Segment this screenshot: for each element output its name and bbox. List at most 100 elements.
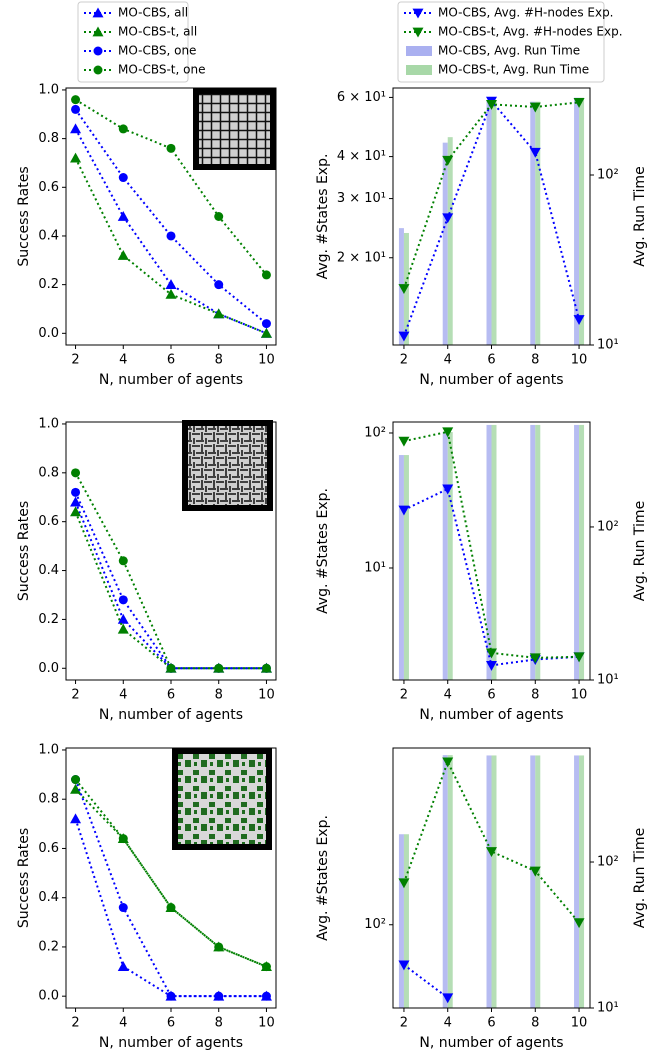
y-tick-label: 10² [364,425,386,440]
x-tick-label: 4 [444,1016,452,1031]
data-point [398,878,410,889]
data-point [486,847,497,858]
y-axis-label: Success Rates [16,166,32,266]
data-point [117,249,129,260]
y-axis-label: Avg. #States Exp. [315,154,331,280]
y-tick-label: 0.0 [38,661,59,676]
x-tick-label: 8 [215,353,223,368]
bar [447,137,453,345]
bar [579,755,585,1008]
y-tick-label: 0.8 [38,792,59,807]
data-point [529,866,541,877]
x-tick-label: 6 [167,1016,175,1031]
y-tick-label: 2 × 10¹ [337,250,386,265]
data-point [573,918,585,929]
bar [442,432,448,680]
bar [486,424,492,680]
y2-axis-label: Avg. Run Time [632,501,648,601]
x-tick-label: 2 [71,353,79,368]
y2-tick-label: 10² [597,168,619,183]
bar [535,424,541,680]
data-point [573,652,585,663]
bar [486,100,492,345]
data-point [70,813,82,824]
legend-box [397,1,605,83]
x-tick-label: 6 [487,1016,495,1031]
series-line [74,128,267,335]
x-tick-label: 4 [119,688,127,703]
bar [447,755,453,1008]
x-tick-label: 6 [167,353,175,368]
data-point [71,775,81,785]
y-tick-label: 0.6 [38,841,59,856]
series-line [74,788,267,968]
x-tick-label: 2 [400,353,408,368]
x-tick-label: 6 [487,353,495,368]
x-tick-label: 8 [215,688,223,703]
map-inset [172,748,272,850]
y2-tick-label: 10¹ [597,1001,619,1016]
data-point [165,279,177,290]
x-tick-label: 8 [531,353,539,368]
data-point [261,962,271,972]
legend-label: MO-CBS-t, one [118,63,205,77]
series-line [74,108,268,325]
data-point [261,991,271,1001]
legend-label: MO-CBS, Avg. Run Time [438,44,580,58]
x-tick-label: 10 [571,353,588,368]
y-tick-label: 0.4 [38,890,59,905]
data-point [118,124,128,134]
data-point [166,663,176,673]
y-tick-label: 4 × 10¹ [337,149,386,164]
y-tick-label: 0.2 [38,277,59,292]
data-point [486,660,497,671]
data-point [117,623,129,634]
y-tick-label: 0.0 [38,326,59,341]
data-point [118,556,128,566]
y-tick-label: 6 × 10¹ [337,90,386,105]
y2-tick-label: 10² [597,519,619,534]
legend-marker [93,46,103,56]
data-point [71,95,81,105]
legend-label: MO-CBS-t, Avg. Run Time [438,63,589,77]
x-tick-label: 8 [215,1016,223,1031]
legend-label: MO-CBS, all [118,6,188,20]
data-point [166,991,176,1001]
legend-label: MO-CBS, one [118,44,196,58]
series-line [403,759,580,924]
data-point [70,123,82,134]
x-tick-label: 4 [119,1016,127,1031]
data-point [398,284,410,295]
x-tick-label: 2 [400,688,408,703]
data-point [117,961,129,972]
series-line [74,491,267,670]
data-point [70,496,82,507]
legend-label: MO-CBS-t, all [118,25,197,39]
y2-tick-label: 10¹ [597,673,619,688]
series-line [74,157,267,335]
bar [403,455,409,680]
data-point [442,213,454,224]
bar [491,100,497,345]
bar [574,97,580,345]
legend-marker [412,27,424,38]
bar [530,755,536,1008]
data-point [398,436,410,447]
data-point [573,97,585,108]
bar [491,755,497,1008]
x-tick-label: 6 [167,688,175,703]
x-tick-label: 8 [531,688,539,703]
data-point [71,104,81,114]
bar [486,755,492,1008]
y-tick-label: 0.8 [38,465,59,480]
legend-box [77,1,189,83]
y-tick-label: 1.0 [38,416,59,431]
data-point [442,427,454,438]
y-axis-label: Success Rates [16,828,32,928]
x-tick-label: 8 [531,1016,539,1031]
bar [574,424,580,680]
y-axis-label: Avg. #States Exp. [315,488,331,614]
bar [574,755,580,1008]
bar [530,424,536,680]
series-line [403,964,449,999]
